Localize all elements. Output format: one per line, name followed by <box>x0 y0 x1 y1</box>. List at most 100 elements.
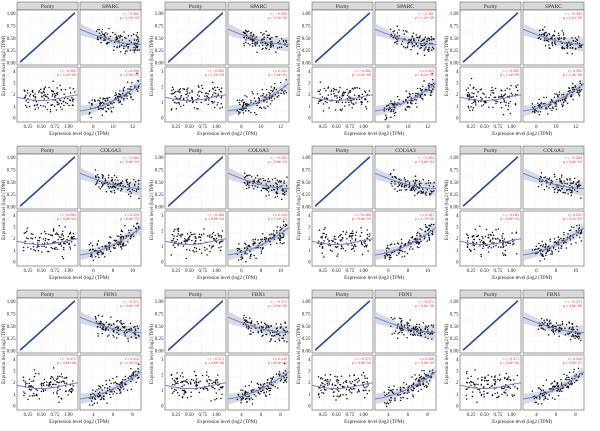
data-point <box>419 36 421 39</box>
data-point <box>423 80 425 82</box>
data-point <box>398 184 400 186</box>
data-point <box>249 255 252 257</box>
data-point <box>257 246 259 249</box>
data-point <box>28 388 31 391</box>
data-point <box>549 107 551 110</box>
data-point <box>568 87 571 89</box>
smooth-line <box>522 172 585 189</box>
data-point <box>253 393 256 396</box>
data-point <box>125 244 127 246</box>
data-point <box>263 322 266 325</box>
data-point <box>218 388 220 391</box>
data-point <box>275 323 278 325</box>
data-point <box>553 238 556 240</box>
data-point <box>323 97 326 99</box>
data-point <box>468 93 471 96</box>
data-point <box>204 249 206 251</box>
data-point <box>185 93 187 96</box>
data-point <box>533 110 536 112</box>
data-point <box>261 240 263 242</box>
data-point <box>400 179 402 181</box>
data-point <box>115 35 118 37</box>
data-point <box>282 224 285 226</box>
data-point <box>350 235 352 238</box>
data-point <box>540 102 542 105</box>
data-point <box>53 105 56 107</box>
data-point <box>108 187 110 189</box>
data-point <box>384 118 386 121</box>
data-point <box>392 110 395 113</box>
data-point <box>502 246 504 249</box>
data-point <box>120 44 123 46</box>
data-point <box>423 93 426 96</box>
data-point <box>555 108 557 111</box>
data-point <box>266 324 268 326</box>
data-point <box>103 324 106 326</box>
data-point <box>173 241 176 243</box>
data-point <box>89 111 91 114</box>
data-point <box>114 326 117 329</box>
data-point <box>210 379 212 381</box>
data-point <box>222 240 224 242</box>
data-point <box>72 389 74 391</box>
data-point <box>492 234 495 236</box>
data-point <box>410 246 412 248</box>
data-point <box>56 381 58 383</box>
data-point <box>35 393 38 396</box>
data-point <box>221 106 224 108</box>
data-point <box>571 86 573 89</box>
data-point <box>415 102 417 105</box>
data-point <box>130 374 133 376</box>
data-point <box>137 40 140 42</box>
data-point <box>426 240 429 242</box>
data-point <box>392 104 394 106</box>
stat-r: r = −0.352 <box>60 69 76 73</box>
data-point <box>416 36 419 39</box>
data-point <box>260 321 263 323</box>
data-point <box>544 108 547 110</box>
data-point <box>105 110 107 112</box>
data-point <box>566 46 568 49</box>
data-point <box>404 46 407 49</box>
data-point <box>480 239 483 242</box>
data-point <box>414 98 416 101</box>
data-point <box>102 174 104 177</box>
data-point <box>130 95 132 98</box>
data-point <box>279 380 282 382</box>
data-point <box>335 95 338 97</box>
x-tick-label: 12 <box>130 125 136 130</box>
data-point <box>321 235 323 238</box>
data-point <box>182 245 185 247</box>
data-point <box>424 236 426 238</box>
data-point <box>49 381 52 384</box>
data-point <box>62 248 65 251</box>
data-point <box>563 38 565 41</box>
data-point <box>221 386 224 388</box>
data-point <box>26 106 28 108</box>
data-point <box>566 43 568 45</box>
data-point <box>98 32 101 34</box>
data-point <box>24 383 27 385</box>
y-tick-label: 0 <box>13 405 16 410</box>
data-point <box>551 253 553 255</box>
data-point <box>580 240 583 242</box>
data-point <box>538 113 541 116</box>
data-point <box>105 42 108 45</box>
data-point <box>545 35 548 37</box>
data-point <box>388 258 391 261</box>
data-point <box>194 242 196 245</box>
data-point <box>578 46 580 48</box>
data-point <box>531 249 534 251</box>
data-point <box>211 233 214 235</box>
data-point <box>354 234 357 237</box>
data-point <box>137 38 139 40</box>
x-tick-label: 10 <box>258 125 264 130</box>
data-point <box>325 233 328 236</box>
data-point <box>416 234 418 237</box>
data-point <box>576 190 579 193</box>
data-point <box>200 234 203 236</box>
data-point <box>286 341 288 343</box>
data-point <box>279 237 281 240</box>
data-point <box>99 101 102 104</box>
